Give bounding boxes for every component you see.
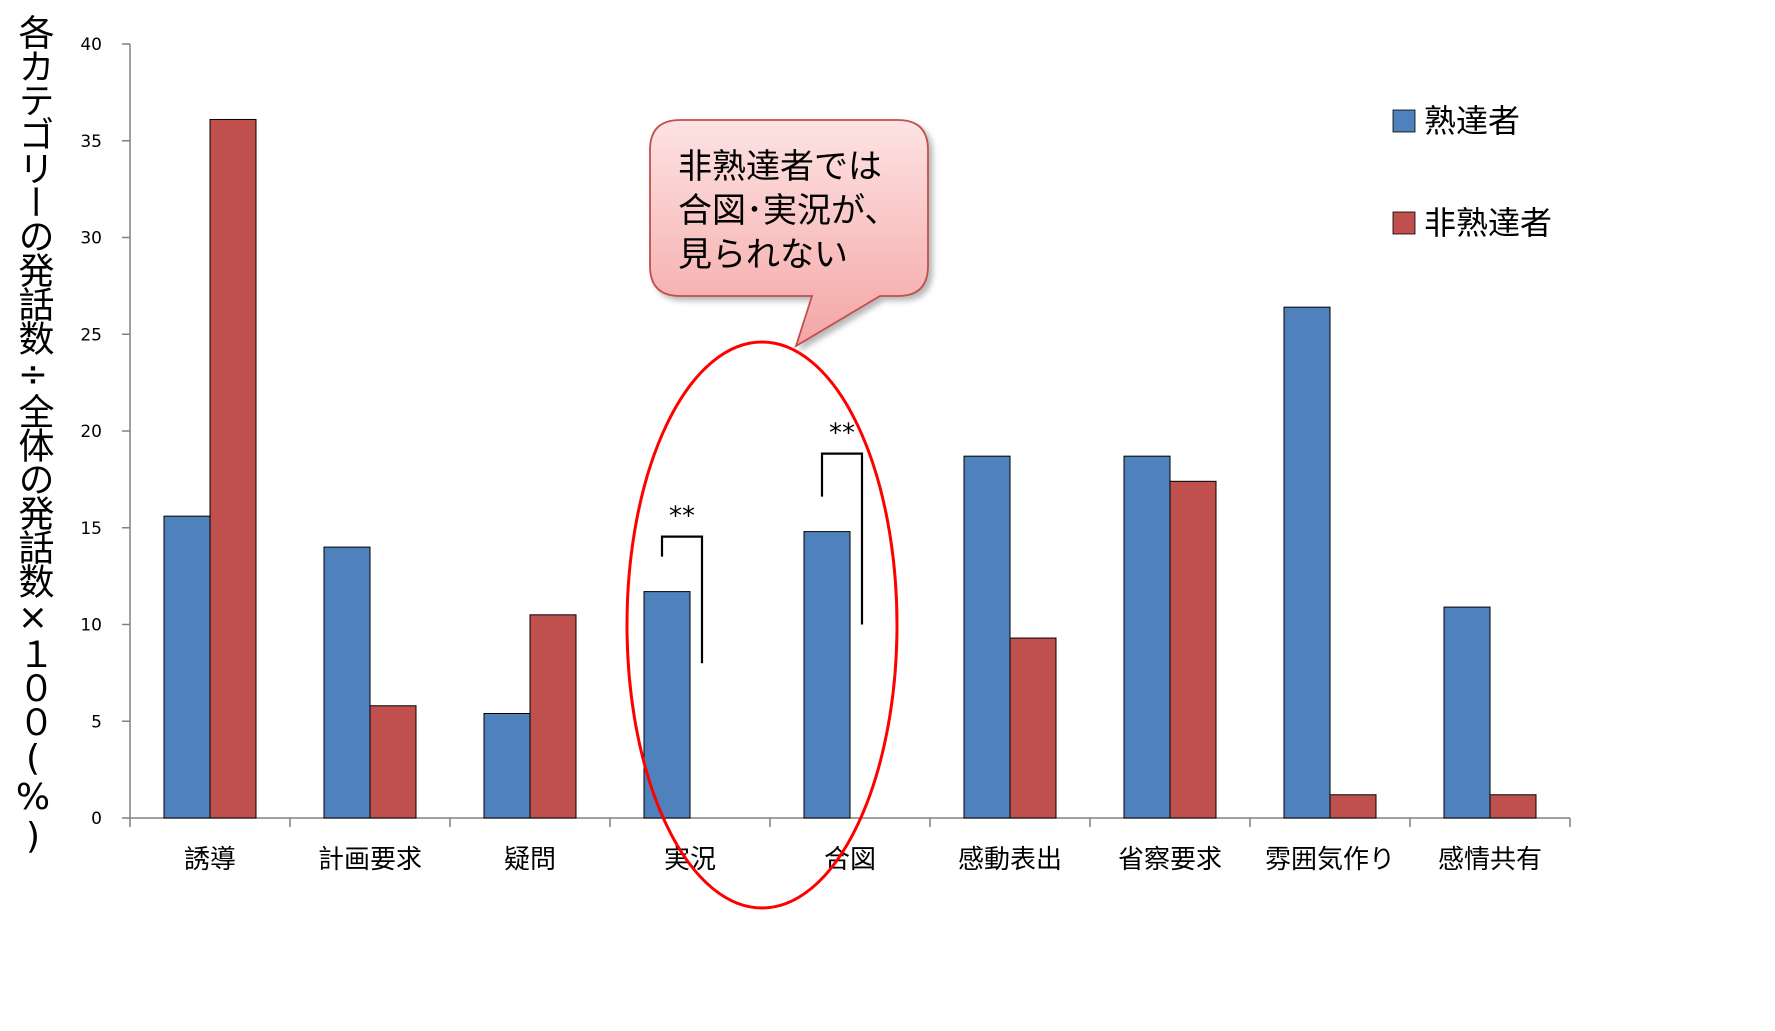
x-category-label: 誘導 — [184, 845, 236, 875]
y-tick-label: 40 — [80, 35, 102, 55]
y-tick-label: 25 — [80, 325, 102, 345]
x-category-label: 実況 — [664, 845, 716, 875]
bar-nonexpert — [369, 705, 417, 819]
y-tick-label: 20 — [80, 422, 102, 442]
y-tick-label: 5 — [91, 712, 102, 732]
callout-text: 非熟達者では — [678, 147, 882, 187]
bar-expert — [1123, 455, 1171, 819]
bar-expert — [1443, 606, 1491, 819]
bar-nonexpert — [209, 118, 257, 819]
y-axis-label: 各カテゴリーの発話数÷全体の発話数×１００(%) — [13, 14, 55, 855]
legend-swatch — [1392, 109, 1416, 133]
callout-text: 見られない — [678, 235, 848, 275]
bar-nonexpert — [529, 614, 577, 819]
x-category-label: 感動表出 — [958, 845, 1062, 875]
legend-label: 非熟達者 — [1424, 204, 1552, 242]
y-tick-label: 10 — [80, 616, 102, 636]
bar-expert — [963, 455, 1011, 819]
x-category-label: 感情共有 — [1438, 845, 1542, 875]
bar-nonexpert — [1169, 480, 1217, 819]
y-tick-label: 30 — [80, 229, 102, 249]
bar-expert — [483, 713, 531, 819]
legend-label: 熟達者 — [1424, 102, 1520, 140]
bar-nonexpert — [1489, 794, 1537, 819]
bar-nonexpert — [1009, 637, 1057, 819]
significance-bracket — [660, 535, 704, 664]
x-category-label: 合図 — [824, 845, 876, 875]
bar-expert — [1283, 306, 1331, 819]
x-category-label: 疑問 — [504, 845, 556, 875]
y-tick-label: 35 — [80, 132, 102, 152]
significance-label: ** — [829, 419, 855, 449]
x-category-label: 雰囲気作り — [1265, 845, 1395, 875]
significance-label: ** — [669, 502, 695, 532]
bar-expert — [643, 591, 691, 819]
callout-bubble — [649, 119, 929, 348]
y-tick-label: 0 — [91, 809, 102, 829]
bar-nonexpert — [1329, 794, 1377, 819]
x-category-label: 計画要求 — [318, 845, 422, 875]
bar-expert — [163, 515, 211, 819]
callout-text: 合図･実況が、 — [678, 191, 898, 231]
bar-expert — [323, 546, 371, 819]
y-tick-label: 15 — [80, 519, 102, 539]
highlight-ellipse — [625, 340, 899, 910]
bar-expert — [803, 531, 851, 819]
legend-swatch — [1392, 211, 1416, 235]
x-category-label: 省察要求 — [1118, 845, 1222, 875]
significance-bracket — [820, 452, 864, 625]
